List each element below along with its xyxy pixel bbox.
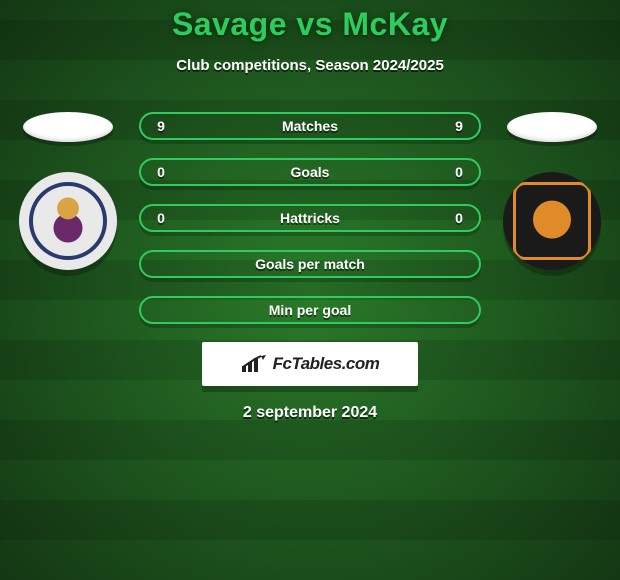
stat-row: Min per goal: [139, 296, 481, 324]
stat-pills: 9 Matches 9 0 Goals 0 0 Hattricks 0 Goal…: [139, 112, 481, 324]
brand-badge: FcTables.com: [202, 342, 418, 386]
stat-label: Goals per match: [169, 256, 451, 272]
flag-left: [23, 112, 113, 142]
player-left-column: [19, 112, 117, 270]
comparison-row: 9 Matches 9 0 Goals 0 0 Hattricks 0 Goal…: [0, 112, 620, 324]
stat-right-value: 0: [451, 210, 467, 226]
stat-left-value: 0: [153, 210, 169, 226]
stat-label: Matches: [169, 118, 451, 134]
stat-left-value: 0: [153, 164, 169, 180]
stat-row: 9 Matches 9: [139, 112, 481, 140]
page-subtitle: Club competitions, Season 2024/2025: [176, 57, 444, 74]
club-crest-right: [503, 172, 601, 270]
stat-row: 0 Goals 0: [139, 158, 481, 186]
stat-right-value: 9: [451, 118, 467, 134]
stat-row: 0 Hattricks 0: [139, 204, 481, 232]
content-root: Savage vs McKay Club competitions, Seaso…: [0, 0, 620, 422]
stat-left-value: 9: [153, 118, 169, 134]
stat-label: Min per goal: [169, 302, 451, 318]
stat-row: Goals per match: [139, 250, 481, 278]
stat-label: Hattricks: [169, 210, 451, 226]
bars-icon: [241, 355, 267, 373]
club-crest-left: [19, 172, 117, 270]
stat-label: Goals: [169, 164, 451, 180]
flag-right: [507, 112, 597, 142]
stat-right-value: 0: [451, 164, 467, 180]
snapshot-date: 2 september 2024: [243, 404, 377, 422]
brand-text: FcTables.com: [273, 354, 380, 374]
page-title: Savage vs McKay: [172, 6, 448, 43]
player-right-column: [503, 112, 601, 270]
